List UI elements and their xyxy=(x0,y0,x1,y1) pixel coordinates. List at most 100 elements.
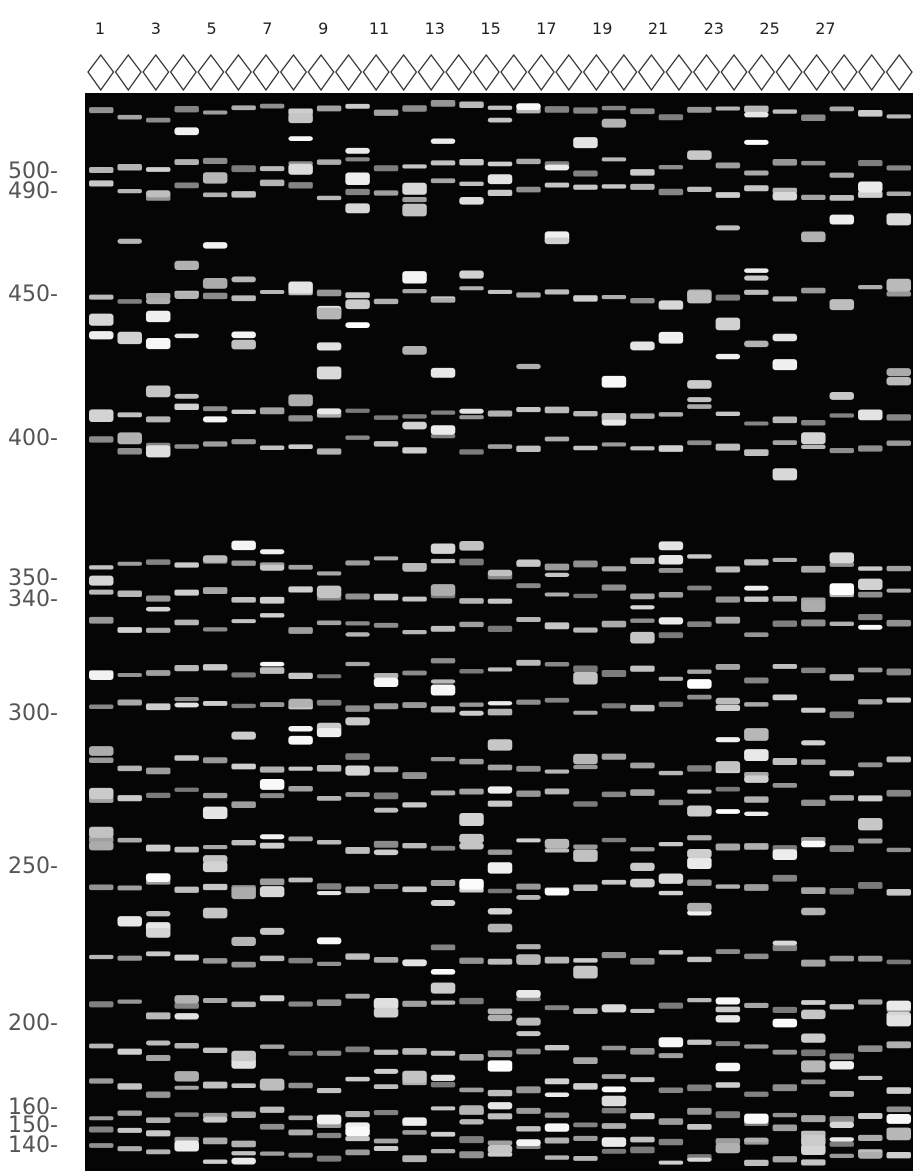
band xyxy=(630,341,655,351)
band xyxy=(316,937,342,945)
band xyxy=(715,949,741,955)
band xyxy=(402,1130,427,1135)
band xyxy=(145,873,171,882)
band xyxy=(573,765,598,770)
lane-label: 15 xyxy=(480,19,500,38)
band xyxy=(858,667,883,673)
band xyxy=(630,847,655,852)
band xyxy=(601,105,627,111)
band xyxy=(373,1049,399,1055)
band xyxy=(829,562,855,567)
band xyxy=(345,1136,370,1142)
band xyxy=(89,704,114,709)
band xyxy=(145,337,171,350)
band xyxy=(402,289,427,294)
band xyxy=(373,766,399,773)
band xyxy=(772,849,798,860)
band xyxy=(373,556,399,561)
band xyxy=(573,170,598,177)
band xyxy=(487,862,513,874)
band xyxy=(430,944,456,951)
band xyxy=(744,1044,769,1049)
band xyxy=(373,1146,399,1152)
band xyxy=(858,1045,883,1052)
band xyxy=(886,291,911,297)
band xyxy=(430,679,456,684)
band xyxy=(145,844,171,852)
lane-diamond xyxy=(610,53,638,92)
bands xyxy=(89,100,911,1167)
band xyxy=(516,1031,541,1037)
band xyxy=(373,190,399,196)
lane-label: 9 xyxy=(318,19,328,38)
band xyxy=(231,801,256,809)
band xyxy=(544,592,570,597)
band xyxy=(544,1078,570,1085)
band xyxy=(886,278,911,292)
band xyxy=(259,886,285,898)
band xyxy=(345,203,370,214)
band xyxy=(772,1006,798,1014)
band xyxy=(373,1084,399,1090)
band xyxy=(373,703,399,710)
band xyxy=(231,339,256,350)
band xyxy=(630,1113,655,1120)
band xyxy=(174,787,199,792)
band xyxy=(544,436,570,442)
band xyxy=(373,109,399,116)
band xyxy=(430,625,456,632)
band xyxy=(601,375,627,388)
band xyxy=(801,231,826,243)
band xyxy=(801,1143,826,1155)
band xyxy=(829,1153,855,1159)
band xyxy=(459,842,484,850)
band xyxy=(487,800,513,807)
band xyxy=(715,1062,741,1072)
band xyxy=(259,166,285,172)
band xyxy=(487,105,513,110)
band xyxy=(402,596,427,602)
band xyxy=(630,665,655,672)
band xyxy=(202,883,228,891)
band xyxy=(630,1077,655,1083)
band xyxy=(573,710,598,715)
band xyxy=(516,1017,541,1026)
band xyxy=(715,1015,741,1023)
band xyxy=(345,560,370,566)
band xyxy=(687,848,712,859)
band xyxy=(516,989,541,998)
band xyxy=(89,841,114,851)
band xyxy=(373,677,399,687)
lane-label: 21 xyxy=(648,19,668,38)
band xyxy=(259,702,285,708)
band xyxy=(487,958,513,965)
band xyxy=(715,1006,741,1013)
band xyxy=(858,591,883,598)
band xyxy=(402,630,427,635)
band xyxy=(544,1137,570,1144)
band xyxy=(487,888,513,894)
band xyxy=(886,1015,911,1027)
labels: 1 3 5 7 9 11 13 15 17 19 21 23 25 27500-490-450-400-3… xyxy=(8,19,836,1158)
band xyxy=(601,566,627,572)
band xyxy=(829,770,855,777)
band xyxy=(772,158,798,166)
band xyxy=(316,795,342,801)
band xyxy=(145,703,171,711)
band xyxy=(573,560,598,568)
band xyxy=(89,294,114,300)
band xyxy=(516,186,541,193)
band xyxy=(801,1049,826,1057)
band xyxy=(687,1084,712,1092)
band xyxy=(715,616,741,624)
band xyxy=(630,297,655,304)
band xyxy=(288,394,313,407)
band xyxy=(601,1137,627,1147)
band xyxy=(373,849,399,856)
band xyxy=(202,555,228,563)
band xyxy=(601,118,627,128)
band xyxy=(772,620,798,627)
band xyxy=(744,884,769,891)
band xyxy=(430,879,456,887)
band xyxy=(573,1057,598,1064)
